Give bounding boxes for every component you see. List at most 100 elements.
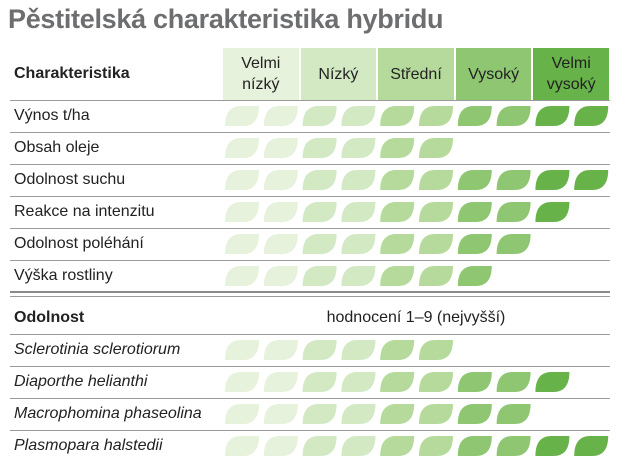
row-divider — [10, 100, 610, 101]
leaf — [225, 234, 259, 254]
leaf — [263, 138, 298, 158]
leaf — [302, 372, 337, 392]
row-divider — [10, 334, 610, 335]
leaf — [380, 202, 415, 222]
rating — [225, 202, 570, 222]
leaf — [341, 340, 376, 360]
leaf — [419, 170, 453, 190]
leaf — [496, 436, 531, 456]
leaf — [341, 138, 376, 158]
level-header: Nízký — [300, 48, 377, 100]
row-label: Diaporthe helianthi — [14, 373, 148, 390]
leaf — [263, 340, 298, 360]
header-label: Charakteristika — [14, 65, 130, 82]
row-label: Výnos t/ha — [14, 107, 90, 124]
rating — [225, 436, 609, 456]
leaf — [457, 436, 492, 456]
rating — [225, 106, 609, 126]
leaf — [535, 372, 570, 392]
leaf — [380, 340, 415, 360]
section-divider — [10, 296, 610, 297]
level-header: Velmi vysoký — [533, 48, 609, 100]
leaf — [419, 234, 453, 254]
leaf — [496, 106, 531, 126]
leaf — [263, 436, 298, 456]
leaf — [302, 436, 337, 456]
leaf — [302, 266, 337, 286]
leaf — [302, 170, 337, 190]
leaf — [419, 138, 453, 158]
row-label: Odolnost poléhání — [14, 235, 144, 252]
leaf — [457, 106, 492, 126]
leaf — [457, 170, 492, 190]
level-header: Velmi nízký — [223, 48, 299, 100]
leaf — [419, 266, 453, 286]
leaf — [225, 340, 259, 360]
row-divider — [10, 260, 610, 261]
leaf — [574, 436, 609, 456]
rating-leaves — [225, 234, 531, 254]
leaf — [341, 372, 376, 392]
leaf — [457, 202, 492, 222]
leaf — [341, 170, 376, 190]
leaf — [496, 404, 531, 424]
leaf — [419, 340, 453, 360]
rating — [225, 404, 531, 424]
row-label: Obsah oleje — [14, 139, 100, 156]
level-header: Vysoký — [455, 48, 532, 100]
leaf — [341, 404, 376, 424]
rating — [225, 138, 453, 158]
leaf — [225, 266, 259, 286]
row-label: Macrophomina phaseolina — [14, 405, 202, 422]
leaf — [263, 372, 298, 392]
leaf — [380, 436, 415, 456]
leaf — [535, 170, 570, 190]
leaf — [457, 372, 492, 392]
rating-leaves — [225, 106, 609, 126]
leaf — [535, 202, 570, 222]
row-label: Sclerotinia sclerotiorum — [14, 341, 181, 358]
leaf — [574, 106, 609, 126]
rating — [225, 340, 453, 360]
leaf — [535, 436, 570, 456]
row-divider — [10, 430, 610, 431]
leaf — [341, 266, 376, 286]
leaf — [496, 234, 531, 254]
title: Pěstitelská charakteristika hybridu — [8, 4, 444, 34]
leaf — [380, 372, 415, 392]
leaf — [535, 106, 570, 126]
leaf — [302, 138, 337, 158]
leaf — [457, 234, 492, 254]
leaf — [302, 234, 337, 254]
rating-leaves — [225, 340, 453, 360]
rating — [225, 234, 531, 254]
leaf — [380, 266, 415, 286]
leaf — [302, 202, 337, 222]
rating-leaves — [225, 202, 570, 222]
leaf — [302, 404, 337, 424]
leaf — [496, 372, 531, 392]
leaf — [302, 340, 337, 360]
leaf — [380, 234, 415, 254]
row-divider — [10, 228, 610, 229]
rating-leaves — [225, 170, 609, 190]
rating-leaves — [225, 138, 453, 158]
leaf — [341, 234, 376, 254]
leaf — [341, 202, 376, 222]
rating — [225, 372, 570, 392]
row-divider — [10, 366, 610, 367]
rating-leaves — [225, 266, 492, 286]
leaf — [496, 202, 531, 222]
leaf — [419, 404, 453, 424]
row-divider — [10, 164, 610, 165]
rating — [225, 170, 609, 190]
rating-leaves — [225, 372, 570, 392]
leaf — [419, 372, 453, 392]
row-divider — [10, 398, 610, 399]
leaf — [225, 170, 259, 190]
leaf — [457, 266, 492, 286]
leaf — [380, 170, 415, 190]
leaf — [380, 138, 415, 158]
leaf — [225, 202, 259, 222]
leaf — [419, 202, 453, 222]
